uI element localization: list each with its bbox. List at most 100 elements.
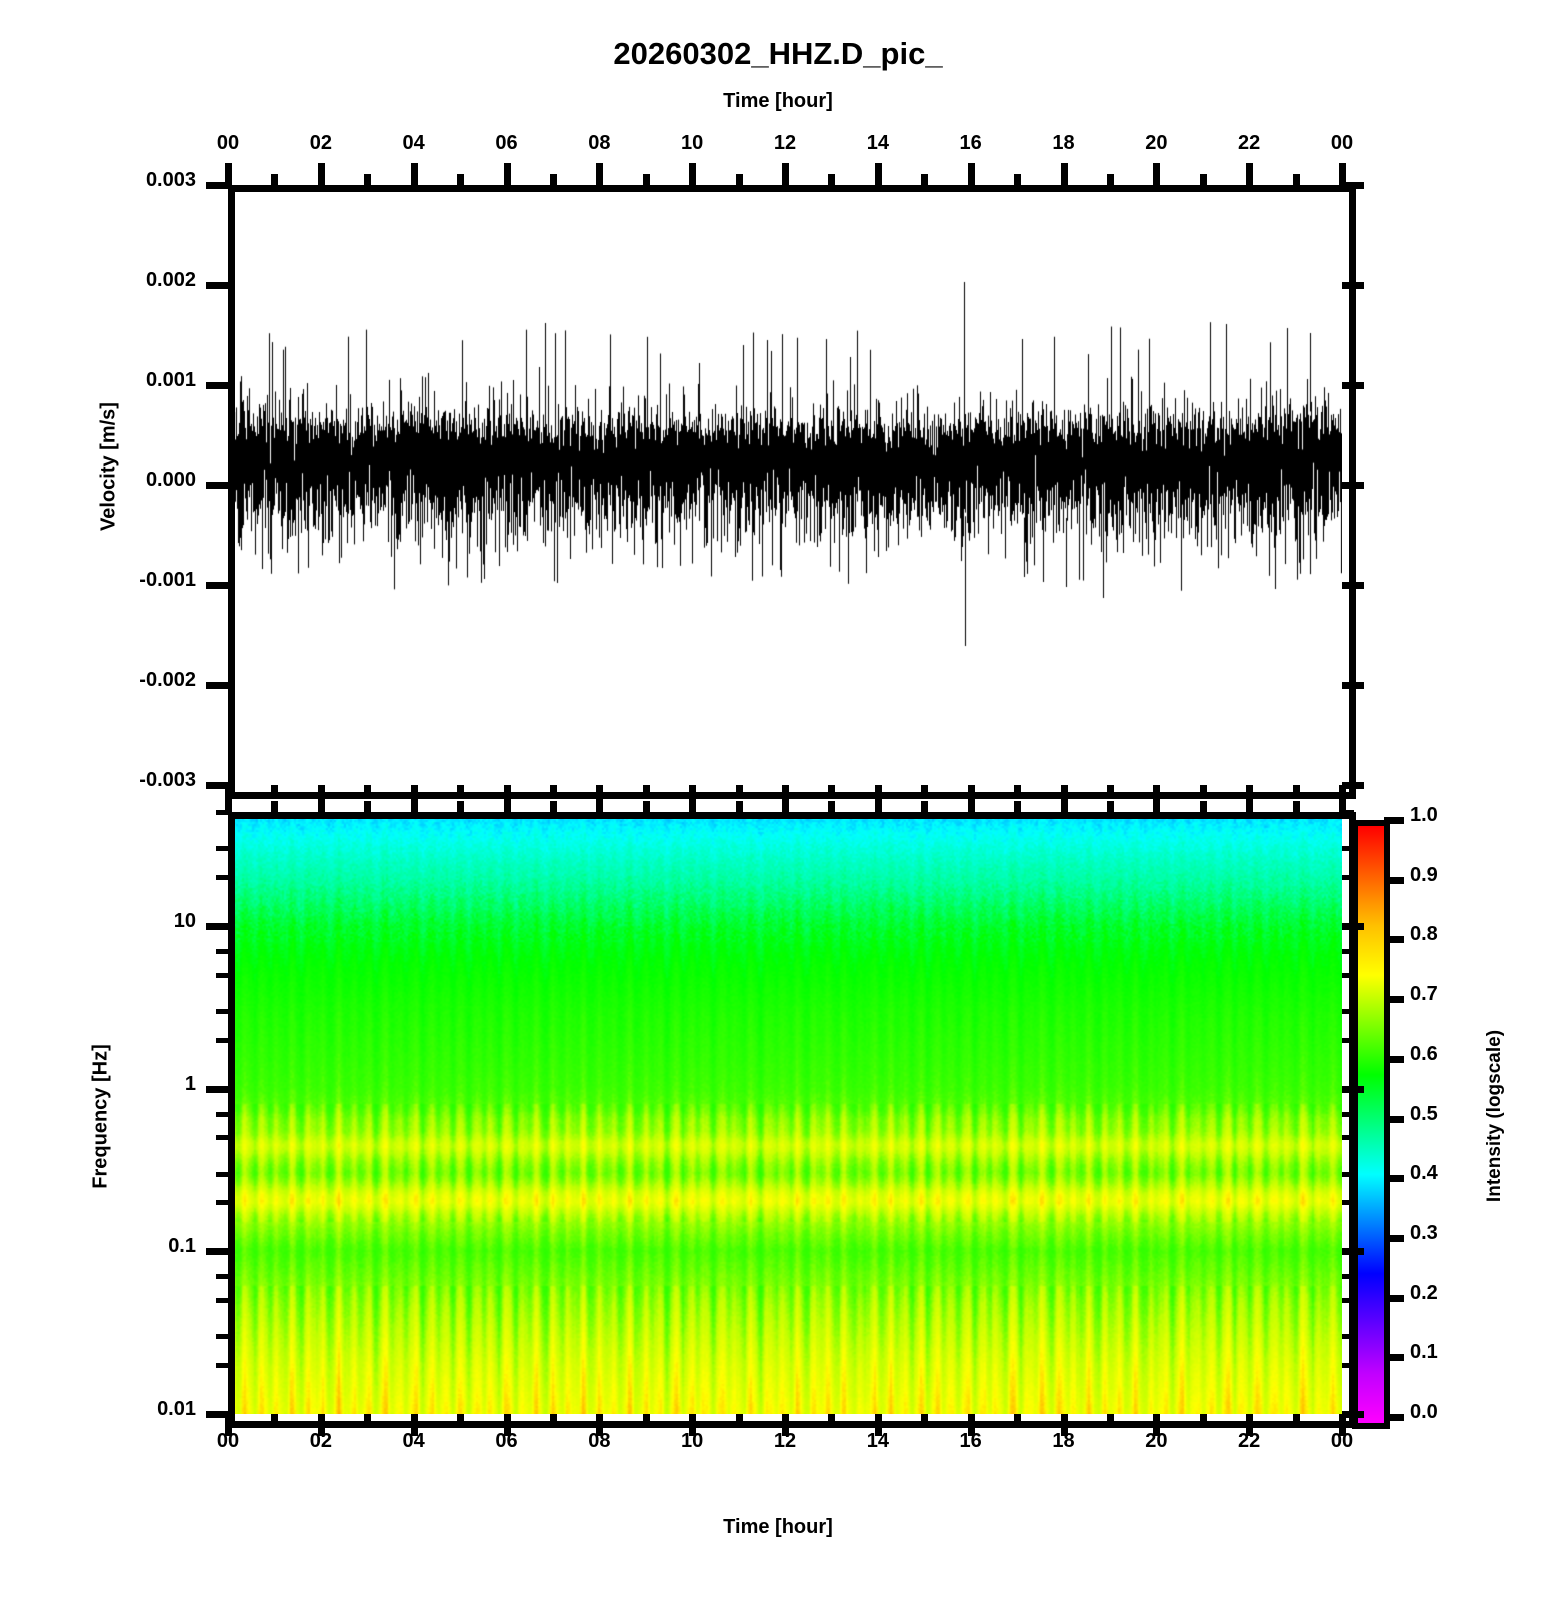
axis-tick xyxy=(271,785,278,796)
axis-tick xyxy=(206,582,228,589)
axis-tick xyxy=(318,1414,325,1436)
axis-tick xyxy=(364,1414,371,1425)
axis-tick xyxy=(828,1414,835,1425)
axis-tick xyxy=(596,1414,603,1436)
axis-tick xyxy=(216,1038,228,1043)
axis-tick xyxy=(736,1414,743,1425)
axis-tick xyxy=(206,1248,228,1255)
axis-tick xyxy=(216,1135,228,1140)
axis-tick xyxy=(457,801,464,812)
axis-tick xyxy=(206,482,228,489)
axis-tick xyxy=(1342,923,1364,930)
frequency-tick-label: 10 xyxy=(173,910,196,932)
axis-tick xyxy=(1342,582,1364,589)
axis-tick xyxy=(875,1414,882,1436)
colorbar-gradient xyxy=(1358,826,1384,1423)
axis-tick xyxy=(1200,801,1207,812)
axis-tick xyxy=(1339,1414,1346,1436)
time-tick-label-bottom: 10 xyxy=(681,1430,704,1452)
time-tick-label-bottom: 20 xyxy=(1145,1430,1168,1452)
axis-tick xyxy=(1014,174,1021,185)
axis-tick xyxy=(921,174,928,185)
axis-tick xyxy=(206,923,228,930)
axis-tick xyxy=(1339,163,1346,185)
axis-tick xyxy=(1342,846,1354,851)
axis-tick xyxy=(1384,877,1404,884)
axis-tick xyxy=(968,1414,975,1436)
axis-tick xyxy=(457,174,464,185)
axis-tick xyxy=(596,163,603,185)
axis-tick xyxy=(828,174,835,185)
axis-tick xyxy=(1384,1414,1404,1421)
axis-tick xyxy=(1153,1414,1160,1436)
colorbar xyxy=(1352,820,1390,1429)
axis-tick xyxy=(1342,482,1364,489)
axis-tick xyxy=(689,790,696,812)
axis-tick xyxy=(550,1414,557,1425)
axis-tick xyxy=(216,1172,228,1177)
time-tick-label-bottom: 04 xyxy=(402,1430,425,1452)
axis-tick xyxy=(1200,1414,1207,1425)
axis-tick xyxy=(216,846,228,851)
axis-tick xyxy=(216,1200,228,1205)
axis-tick xyxy=(1061,790,1068,812)
time-tick-label-top: 10 xyxy=(681,132,704,154)
axis-tick xyxy=(1342,1274,1354,1279)
time-tick-label-bottom: 16 xyxy=(959,1430,982,1452)
colorbar-tick-label: 0.1 xyxy=(1410,1341,1438,1363)
axis-tick xyxy=(689,1414,696,1436)
axis-tick xyxy=(1061,163,1068,185)
axis-tick xyxy=(1014,801,1021,812)
axis-tick xyxy=(1342,1009,1354,1014)
axis-tick xyxy=(1384,936,1404,943)
axis-tick xyxy=(504,790,511,812)
axis-tick xyxy=(225,163,232,185)
time-tick-label-bottom: 06 xyxy=(495,1430,518,1452)
colorbar-tick-label: 0.6 xyxy=(1410,1043,1438,1065)
frequency-tick-label: 0.1 xyxy=(168,1235,196,1257)
axis-tick xyxy=(550,801,557,812)
axis-tick xyxy=(736,174,743,185)
axis-tick xyxy=(1342,382,1364,389)
time-tick-label-top: 08 xyxy=(588,132,611,154)
frequency-axis-label: Frequency [Hz] xyxy=(89,1044,112,1189)
colorbar-tick-label: 0.7 xyxy=(1410,983,1438,1005)
axis-tick xyxy=(364,785,371,796)
velocity-axis-label: Velocity [m/s] xyxy=(97,402,120,531)
axis-tick xyxy=(1342,1172,1354,1177)
axis-tick xyxy=(1061,1414,1068,1436)
axis-tick xyxy=(1014,1414,1021,1425)
colorbar-tick-label: 0.3 xyxy=(1410,1222,1438,1244)
axis-tick xyxy=(1342,182,1364,189)
axis-tick xyxy=(271,801,278,812)
axis-tick xyxy=(1342,282,1364,289)
axis-tick xyxy=(1293,174,1300,185)
axis-tick xyxy=(457,785,464,796)
time-tick-label-top: 06 xyxy=(495,132,518,154)
axis-tick xyxy=(1342,1298,1354,1303)
frequency-tick-label: 0.01 xyxy=(157,1398,196,1420)
axis-tick xyxy=(504,1414,511,1436)
axis-tick xyxy=(1342,1038,1354,1043)
time-tick-label-bottom: 00 xyxy=(216,1430,240,1452)
velocity-tick-label: 0.003 xyxy=(145,169,196,191)
axis-tick xyxy=(921,1414,928,1425)
axis-tick xyxy=(364,801,371,812)
axis-tick xyxy=(643,801,650,812)
axis-tick xyxy=(1246,1414,1253,1436)
colorbar-tick-label: 1.0 xyxy=(1410,804,1438,826)
time-tick-label-bottom: 02 xyxy=(309,1430,332,1452)
axis-tick xyxy=(1342,1086,1364,1093)
axis-tick xyxy=(828,801,835,812)
axis-tick xyxy=(1342,1112,1354,1117)
time-tick-label-top: 04 xyxy=(402,132,425,154)
spectrogram-plot-area xyxy=(228,812,1342,1414)
axis-tick xyxy=(968,790,975,812)
time-tick-label-top: 18 xyxy=(1052,132,1075,154)
colorbar-tick-label: 0.2 xyxy=(1410,1282,1438,1304)
axis-tick xyxy=(1107,801,1114,812)
axis-tick xyxy=(736,801,743,812)
time-tick-label-bottom: 00 xyxy=(1330,1430,1354,1452)
axis-tick xyxy=(782,1414,789,1436)
